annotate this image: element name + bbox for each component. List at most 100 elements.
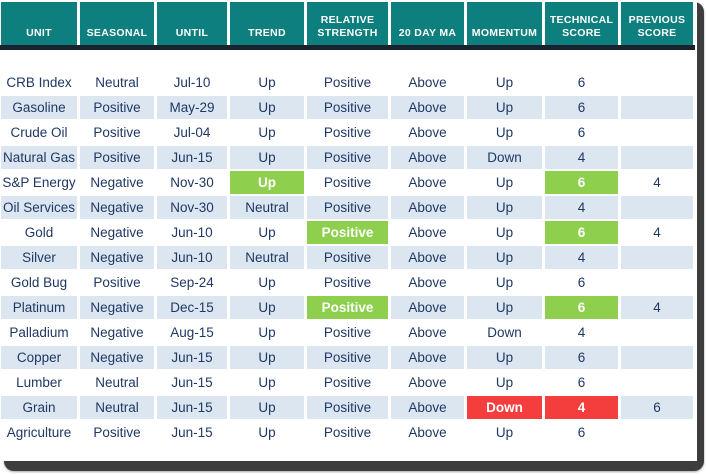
table-row: Platinum Negative Dec-15 Up Positive Above Up 6… — [1, 296, 697, 319]
table-row: Gasoline Positive May-29 Up Positive Above Up 6 — [1, 96, 697, 119]
cell-seasonal: Neutral — [80, 71, 154, 94]
cell-technical-score: 4 — [545, 146, 618, 169]
cell-trend: Up — [230, 221, 304, 244]
cell-seasonal: Positive — [80, 146, 154, 169]
cell-20-day-ma: Above — [391, 371, 464, 394]
cell-trend: Neutral — [230, 246, 304, 269]
column-header-20-day-ma: 20 DAY MA — [391, 2, 464, 45]
cell-relative-strength: Positive — [307, 271, 388, 294]
cell-technical-score: 6 — [545, 171, 618, 194]
cell-until: Jun-15 — [157, 371, 227, 394]
cell-technical-score: 6 — [545, 221, 618, 244]
cell-relative-strength: Positive — [307, 146, 388, 169]
cell-until: May-29 — [157, 96, 227, 119]
cell-previous-score — [621, 96, 693, 119]
cell-technical-score: 6 — [545, 421, 618, 444]
cell-previous-score — [621, 246, 693, 269]
cell-until: Jun-15 — [157, 146, 227, 169]
cell-relative-strength: Positive — [307, 371, 388, 394]
table-body: CRB Index Neutral Jul-10 Up Positive Above Up 6… — [0, 71, 697, 444]
cell-20-day-ma: Above — [391, 421, 464, 444]
cell-until: Nov-30 — [157, 171, 227, 194]
cell-previous-score: 6 — [621, 396, 693, 419]
cell-unit: Silver — [1, 246, 77, 269]
cell-unit: Grain — [1, 396, 77, 419]
cell-20-day-ma: Above — [391, 96, 464, 119]
cell-20-day-ma: Above — [391, 271, 464, 294]
cell-trend: Up — [230, 346, 304, 369]
cell-seasonal: Positive — [80, 96, 154, 119]
cell-unit: Lumber — [1, 371, 77, 394]
cell-technical-score: 6 — [545, 346, 618, 369]
cell-technical-score: 6 — [545, 71, 618, 94]
column-header-trend: TREND — [230, 2, 304, 45]
cell-trend: Up — [230, 171, 304, 194]
cell-until: Jun-10 — [157, 221, 227, 244]
cell-relative-strength: Positive — [307, 121, 388, 144]
column-header-seasonal: SEASONAL — [80, 2, 154, 45]
cell-relative-strength: Positive — [307, 196, 388, 219]
cell-momentum: Up — [467, 346, 542, 369]
cell-trend: Up — [230, 371, 304, 394]
cell-relative-strength: Positive — [307, 96, 388, 119]
cell-technical-score: 6 — [545, 121, 618, 144]
cell-previous-score — [621, 71, 693, 94]
cell-momentum: Up — [467, 421, 542, 444]
cell-unit: S&P Energy — [1, 171, 77, 194]
cell-unit: Agriculture — [1, 421, 77, 444]
cell-seasonal: Neutral — [80, 396, 154, 419]
cell-unit: Gold Bug — [1, 271, 77, 294]
cell-seasonal: Negative — [80, 321, 154, 344]
cell-until: Jul-10 — [157, 71, 227, 94]
cell-momentum: Up — [467, 171, 542, 194]
cell-20-day-ma: Above — [391, 221, 464, 244]
column-header-relative-strength: RELATIVE STRENGTH — [307, 2, 388, 45]
cell-trend: Up — [230, 146, 304, 169]
cell-momentum: Down — [467, 146, 542, 169]
table-row: Grain Neutral Jun-15 Up Positive Above Down 4 6 — [1, 396, 697, 419]
cell-momentum: Up — [467, 296, 542, 319]
header-underline — [0, 45, 695, 50]
cell-20-day-ma: Above — [391, 296, 464, 319]
table-header-row: UNIT SEASONAL UNTIL TREND RELATIVE STRENGTH 2… — [1, 2, 697, 45]
cell-until: Jul-04 — [157, 121, 227, 144]
cell-unit: Gasoline — [1, 96, 77, 119]
table-row: Oil Services Negative Nov-30 Neutral Positiv… — [1, 196, 697, 219]
cell-until: Nov-30 — [157, 196, 227, 219]
cell-momentum: Up — [467, 246, 542, 269]
cell-seasonal: Negative — [80, 346, 154, 369]
cell-seasonal: Neutral — [80, 371, 154, 394]
cell-unit: Copper — [1, 346, 77, 369]
table-row: S&P Energy Negative Nov-30 Up Positive Above U… — [1, 171, 697, 194]
cell-technical-score: 4 — [545, 246, 618, 269]
cell-until: Jun-15 — [157, 346, 227, 369]
cell-until: Jun-15 — [157, 421, 227, 444]
cell-seasonal: Negative — [80, 221, 154, 244]
table-row: Agriculture Positive Jun-15 Up Positive Above… — [1, 421, 697, 444]
cell-unit: CRB Index — [1, 71, 77, 94]
cell-until: Sep-24 — [157, 271, 227, 294]
column-header-until: UNTIL — [157, 2, 227, 45]
cell-technical-score: 6 — [545, 296, 618, 319]
cell-previous-score — [621, 121, 693, 144]
scores-table: UNIT SEASONAL UNTIL TREND RELATIVE STRENGTH 2… — [0, 2, 697, 444]
cell-momentum: Up — [467, 121, 542, 144]
cell-seasonal: Positive — [80, 121, 154, 144]
cell-seasonal: Negative — [80, 246, 154, 269]
cell-previous-score — [621, 196, 693, 219]
cell-technical-score: 6 — [545, 371, 618, 394]
cell-previous-score — [621, 346, 693, 369]
cell-relative-strength: Positive — [307, 396, 388, 419]
cell-momentum: Up — [467, 71, 542, 94]
cell-relative-strength: Positive — [307, 171, 388, 194]
cell-previous-score — [621, 271, 693, 294]
cell-previous-score: 4 — [621, 296, 693, 319]
cell-20-day-ma: Above — [391, 346, 464, 369]
cell-seasonal: Negative — [80, 196, 154, 219]
column-header-unit: UNIT — [1, 2, 77, 45]
cell-trend: Up — [230, 421, 304, 444]
cell-20-day-ma: Above — [391, 71, 464, 94]
table-row: Palladium Negative Aug-15 Up Positive Above Do… — [1, 321, 697, 344]
cell-previous-score — [621, 421, 693, 444]
